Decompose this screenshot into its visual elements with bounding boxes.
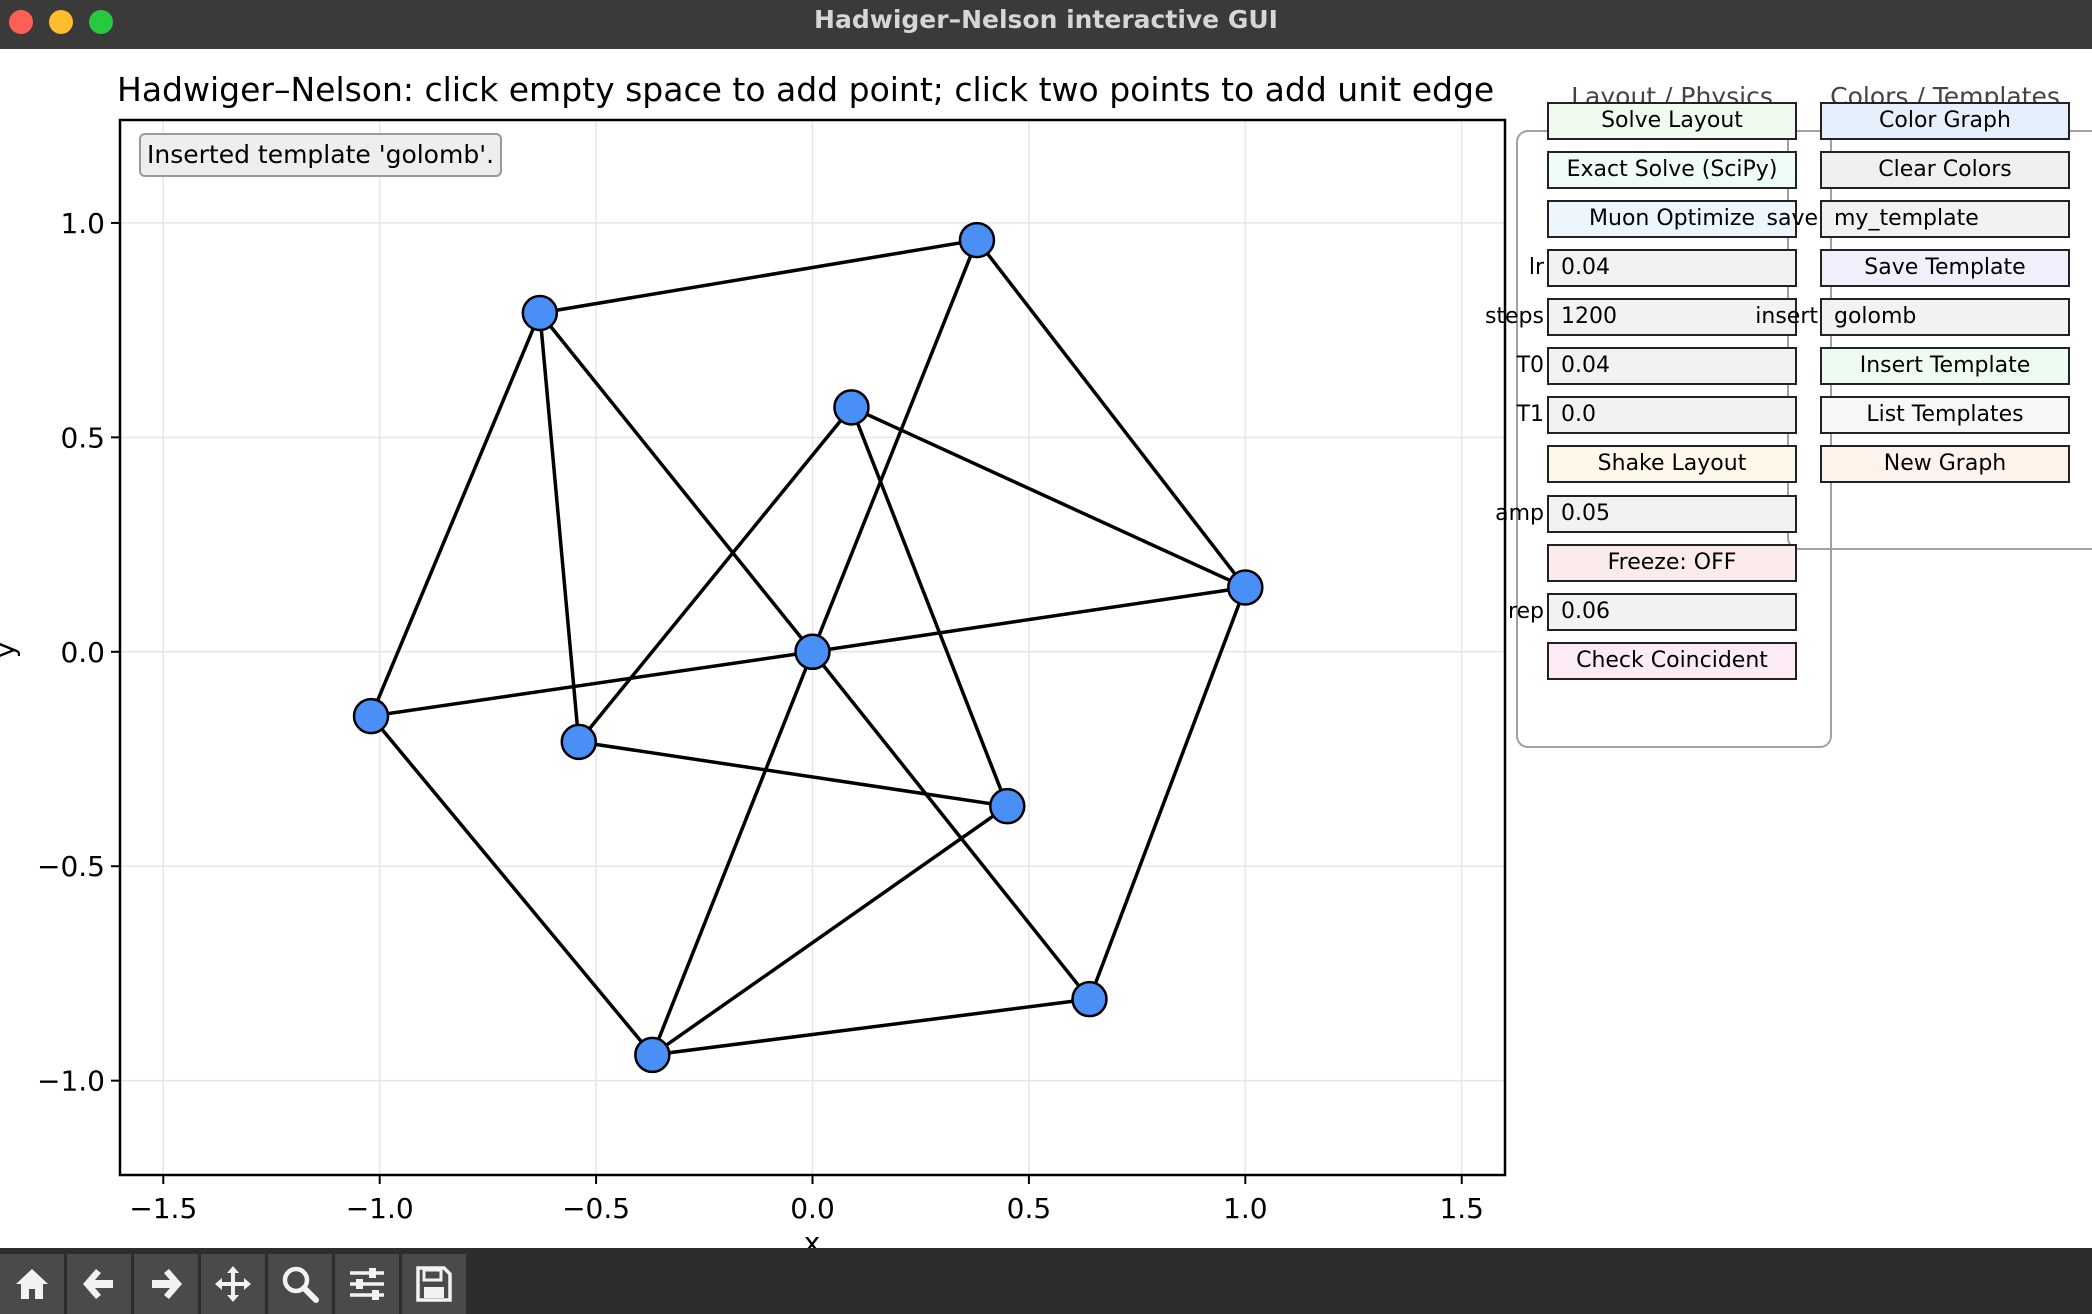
x-tick-label: 0.0 — [790, 1192, 835, 1225]
graph-node[interactable] — [634, 1036, 671, 1074]
back-arrow-icon[interactable] — [67, 1254, 131, 1314]
graph-edge[interactable] — [850, 405, 1247, 590]
t1-label: T1 — [1516, 402, 1544, 427]
forward-arrow-icon[interactable] — [134, 1254, 198, 1314]
configure-subplots-icon[interactable] — [335, 1254, 399, 1314]
graph-plot[interactable]: −1.5 −1.0 −0.5 0.0 0.5 1.0 1.5 −1.0 −0.5 0.0 0.5 1.… — [0, 0, 1540, 1250]
y-tick-label: 1.0 — [60, 207, 105, 240]
node-layer — [352, 221, 1264, 1074]
exact-solve-button[interactable]: Exact Solve (SciPy) — [1547, 151, 1797, 189]
t0-label: T0 — [1516, 353, 1544, 378]
t1-input[interactable]: 0.0 — [1547, 396, 1797, 434]
lr-label: lr — [1528, 255, 1544, 280]
insert-template-button[interactable]: Insert Template — [1820, 347, 2070, 385]
y-tick-label: −1.0 — [37, 1065, 105, 1098]
y-axis-label: y — [0, 642, 21, 659]
x-tick-label: −0.5 — [562, 1192, 630, 1225]
graph-edge[interactable] — [975, 239, 1247, 589]
shake-layout-button[interactable]: Shake Layout — [1547, 445, 1797, 483]
graph-edge[interactable] — [538, 312, 581, 743]
minimize-window-button[interactable] — [49, 10, 73, 34]
window-titlebar: Hadwiger–Nelson interactive GUI — [0, 0, 2092, 49]
window-title: Hadwiger–Nelson interactive GUI — [814, 5, 1278, 34]
amp-input[interactable]: 0.05 — [1547, 495, 1797, 533]
insert-name-input[interactable]: golomb — [1820, 298, 2070, 336]
close-window-button[interactable] — [9, 10, 33, 34]
amp-label: amp — [1495, 501, 1544, 526]
save-icon[interactable] — [402, 1254, 466, 1314]
save-template-button[interactable]: Save Template — [1820, 249, 2070, 287]
muon-optimize-button[interactable]: Muon Optimize — [1547, 200, 1797, 238]
graph-node[interactable] — [958, 221, 996, 259]
graph-edge[interactable] — [652, 997, 1090, 1057]
save-name-input[interactable]: my_template — [1820, 200, 2070, 238]
graph-edge[interactable] — [811, 650, 1091, 1001]
zoom-icon[interactable] — [268, 1254, 332, 1314]
graph-edge[interactable] — [812, 585, 1246, 654]
solve-layout-button[interactable]: Solve Layout — [1547, 102, 1797, 140]
insert-name-label: insert — [1755, 304, 1818, 329]
graph-node[interactable] — [989, 787, 1026, 825]
colors-templates-panel — [1787, 130, 2092, 550]
y-tick-label: −0.5 — [37, 850, 105, 883]
x-tick-label: −1.0 — [346, 1192, 414, 1225]
graph-node[interactable] — [794, 633, 831, 671]
graph-edge[interactable] — [1087, 586, 1247, 1000]
freeze-toggle-button[interactable]: Freeze: OFF — [1547, 544, 1797, 582]
status-message: Inserted template 'golomb'. — [139, 133, 503, 177]
clear-colors-button[interactable]: Clear Colors — [1820, 151, 2070, 189]
graph-edge[interactable] — [849, 406, 1009, 807]
x-tick-label: 0.5 — [1007, 1192, 1052, 1225]
graph-edge[interactable] — [650, 651, 815, 1056]
y-tick-label: 0.0 — [60, 636, 105, 669]
save-name-label: save — [1766, 206, 1819, 231]
maximize-window-button[interactable] — [89, 10, 113, 34]
graph-node[interactable] — [1071, 980, 1108, 1018]
plot-title: Hadwiger–Nelson: click empty space to ad… — [117, 70, 1495, 109]
x-tick-label: 1.0 — [1223, 1192, 1268, 1225]
graph-node[interactable] — [560, 723, 598, 761]
y-tick-label: 0.5 — [60, 421, 105, 454]
new-graph-button[interactable]: New Graph — [1820, 445, 2070, 483]
edge-layer — [369, 238, 1247, 1057]
steps-label: steps — [1484, 304, 1544, 329]
home-icon[interactable] — [0, 1254, 64, 1314]
graph-edge[interactable] — [369, 312, 542, 717]
t0-input[interactable]: 0.04 — [1547, 347, 1797, 385]
grid-layer — [120, 120, 1505, 1175]
graph-edge[interactable] — [577, 406, 853, 743]
tick-layer: −1.5 −1.0 −0.5 0.0 0.5 1.0 1.5 −1.0 −0.5 0.0 0.5 1.… — [37, 207, 1484, 1225]
color-graph-button[interactable]: Color Graph — [1820, 102, 2070, 140]
graph-edge[interactable] — [539, 238, 978, 315]
graph-node[interactable] — [521, 294, 559, 332]
graph-edge[interactable] — [578, 740, 1008, 808]
graph-edge[interactable] — [369, 714, 654, 1057]
graph-edge[interactable] — [370, 650, 813, 718]
x-tick-label: −1.5 — [129, 1192, 197, 1225]
rep-input[interactable]: 0.06 — [1547, 593, 1797, 631]
graph-node[interactable] — [352, 697, 390, 735]
list-templates-button[interactable]: List Templates — [1820, 396, 2070, 434]
steps-input[interactable]: 1200 — [1547, 298, 1797, 336]
pan-icon[interactable] — [201, 1254, 265, 1314]
check-coincident-button[interactable]: Check Coincident — [1547, 642, 1797, 680]
graph-edge[interactable] — [810, 239, 979, 653]
graph-edge[interactable] — [538, 311, 814, 653]
x-tick-label: 1.5 — [1439, 1192, 1484, 1225]
x-axis-label: x — [804, 1226, 821, 1250]
graph-edge[interactable] — [651, 804, 1009, 1057]
lr-input[interactable]: 0.04 — [1547, 249, 1797, 287]
graph-node[interactable] — [833, 389, 870, 426]
graph-node[interactable] — [1227, 569, 1264, 606]
rep-label: rep — [1507, 599, 1544, 624]
